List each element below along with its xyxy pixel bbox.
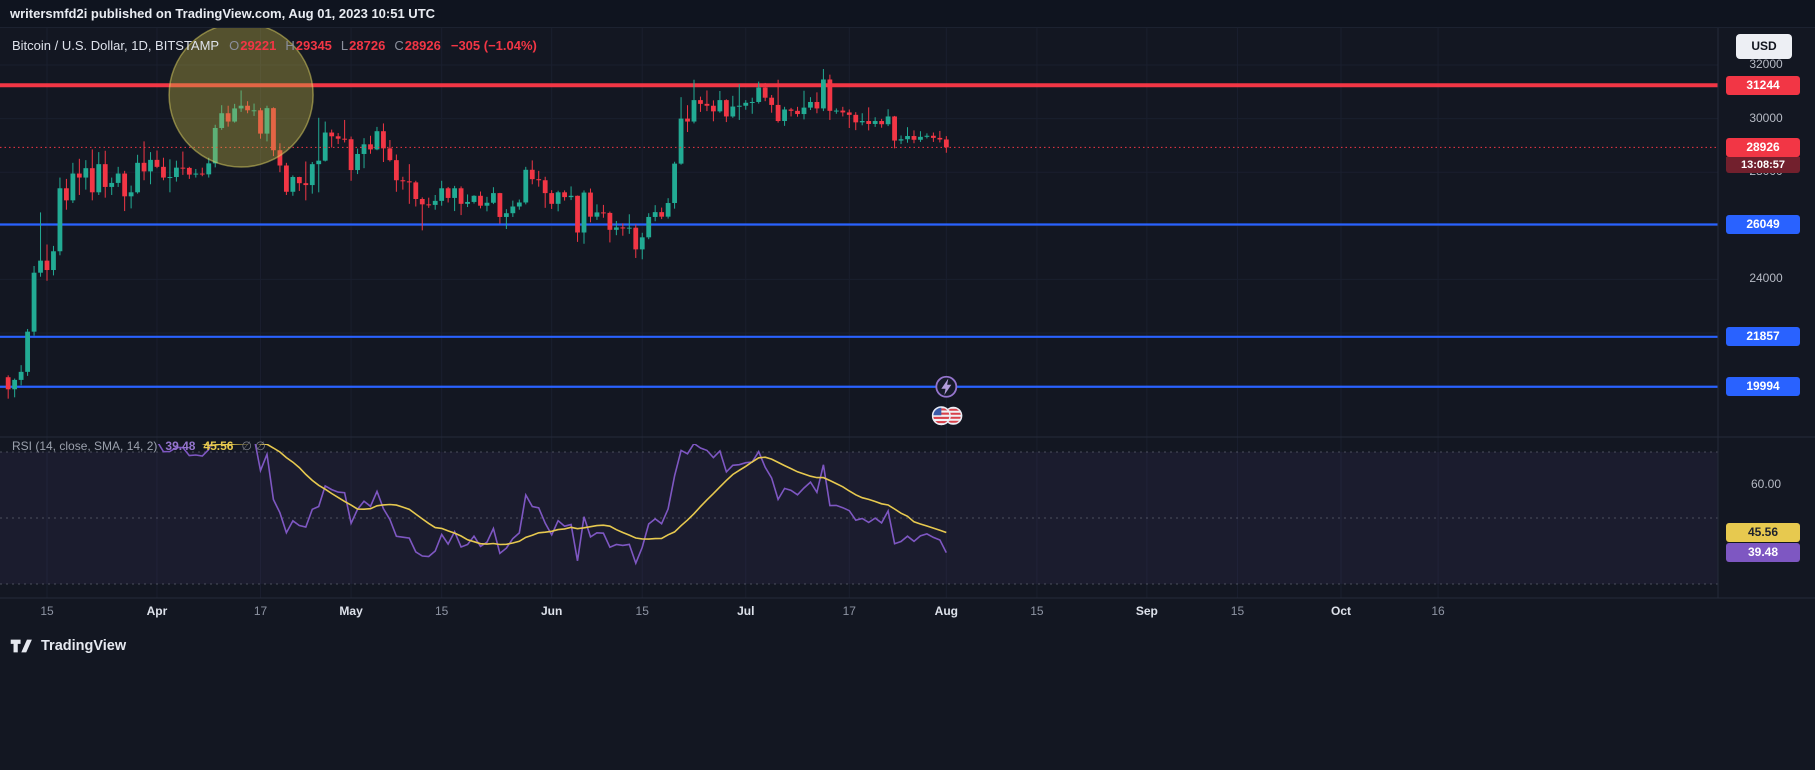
rsi-sma-line [201,444,947,546]
ohlc-letter: H [285,38,295,53]
tradingview-logo-icon [10,639,32,653]
ohlc-item: L 28726 [341,38,385,53]
candles-layer[interactable] [5,69,949,399]
rsi-title: RSI (14, close, SMA, 14, 2) [12,439,158,453]
footer-branding[interactable]: TradingView [10,636,126,656]
ohlc-values: O 29221 H 29345 L 28726 C 28926 [229,38,441,53]
support-price-label[interactable]: 19994 [1726,377,1800,397]
publish-info-bar: writersmfd2i published on TradingView.co… [0,0,1815,28]
ohlc-value: 29221 [240,38,277,53]
rsi-line [157,444,948,566]
rsi-value-label[interactable]: 39.48 [1726,543,1800,563]
ohlc-value: 28726 [349,38,386,53]
ohlc-value: 29345 [295,38,332,53]
symbol-legend[interactable]: Bitcoin / U.S. Dollar, 1D, BITSTAMP O 292… [12,38,537,53]
rsi-sma-value: 45.56 [203,439,234,453]
us-flag-icon[interactable] [931,406,951,426]
rsi-lines-layer [157,444,948,566]
rsi-extra-inputs: ∅ ∅ [241,439,266,453]
currency-toggle-button[interactable]: USD [1736,34,1792,59]
change-value: −305 (−1.04%) [450,38,537,53]
level-lines-layer [0,83,1718,388]
ohlc-item: C 28926 [394,38,441,53]
ohlc-letter: C [394,38,404,53]
rsi-current-value: 39.48 [165,439,196,453]
resistance-price-label[interactable]: 31244 [1726,75,1800,95]
publish-info-text: writersmfd2i published on TradingView.co… [10,6,436,21]
ohlc-value: 28926 [404,38,441,53]
rsi-legend[interactable]: RSI (14, close, SMA, 14, 2) 39.48 45.56 … [12,439,266,453]
brand-text: TradingView [41,638,127,654]
support-price-label[interactable]: 26049 [1726,214,1800,234]
ohlc-letter: L [340,38,349,53]
event-markers-layer[interactable] [931,375,963,426]
rsi-band-layer [0,451,1718,585]
symbol-title[interactable]: Bitcoin / U.S. Dollar, 1D, BITSTAMP [12,38,220,53]
support-price-label[interactable]: 21857 [1726,327,1800,347]
ohlc-item: H 29345 [285,38,332,53]
current-price-label[interactable]: 28926 [1726,137,1800,157]
ohlc-letter: O [229,38,240,53]
ohlc-item: O 29221 [229,38,276,53]
rsi-sma-label[interactable]: 45.56 [1726,523,1800,543]
